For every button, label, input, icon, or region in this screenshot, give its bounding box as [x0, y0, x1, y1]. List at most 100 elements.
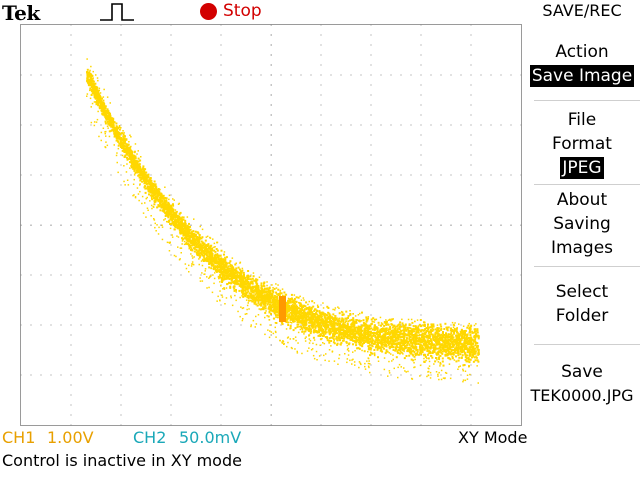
grid-dot: [70, 294, 72, 296]
trace-point: [150, 191, 152, 194]
grid-dot: [470, 154, 472, 156]
trace-point: [128, 147, 131, 149]
trace-point: [244, 282, 247, 285]
trace-point: [317, 334, 320, 337]
grid-dot: [260, 174, 262, 176]
trace-point: [291, 317, 294, 320]
grid-dot: [220, 204, 222, 206]
trace-point: [126, 145, 129, 148]
trace-point: [198, 254, 200, 257]
trace-point: [215, 254, 218, 257]
trace-point: [181, 231, 184, 234]
grid-dot: [50, 274, 52, 276]
trace-point: [268, 310, 271, 313]
grid-dot: [280, 224, 282, 226]
trace-point: [232, 275, 235, 278]
grid-dot: [500, 224, 502, 226]
trace-point: [324, 332, 327, 335]
grid-dot: [320, 354, 322, 356]
trace-point: [334, 316, 337, 319]
trace-point: [430, 345, 433, 348]
trace-point: [142, 165, 145, 168]
trace-point: [192, 230, 195, 233]
grid-dot: [300, 274, 302, 276]
trace-point: [370, 347, 373, 350]
grid-dot: [350, 74, 352, 76]
trace-point: [388, 342, 391, 345]
grid-dot: [440, 374, 442, 376]
trace-point: [360, 326, 363, 329]
grid-dot: [420, 294, 422, 296]
trace-point: [349, 332, 352, 335]
grid-dot: [430, 174, 432, 176]
trace-point: [399, 344, 402, 347]
grid-dot: [70, 224, 72, 226]
grid-dot: [450, 174, 452, 176]
grid-dot: [190, 274, 192, 276]
grid-dot: [490, 124, 492, 126]
trace-point: [124, 154, 127, 157]
grid-dot: [260, 374, 262, 376]
trace-point: [466, 334, 469, 337]
grid-dot: [80, 74, 82, 76]
trace-point: [159, 196, 162, 199]
grid-dot: [310, 374, 312, 376]
trace-point: [211, 249, 214, 252]
trace-point: [369, 330, 372, 333]
grid-dot: [470, 254, 472, 256]
trace-point: [428, 340, 431, 342]
trace-point: [292, 306, 295, 309]
trace-point: [380, 324, 382, 327]
grid-dot: [190, 74, 192, 76]
trace-point: [296, 318, 298, 321]
trace-point: [376, 341, 379, 344]
grid-dot: [120, 244, 122, 246]
trace-point: [313, 321, 316, 324]
trace-point: [183, 227, 186, 230]
grid-dot: [410, 124, 412, 126]
trace-point: [463, 338, 466, 340]
trace-point: [119, 144, 122, 146]
trace-point: [246, 287, 249, 290]
trace-point: [403, 338, 405, 340]
trace-point: [459, 345, 462, 348]
trace-point: [362, 339, 364, 342]
trace-point: [413, 339, 416, 342]
grid-dot: [350, 124, 352, 126]
trace-point: [369, 325, 372, 328]
grid-dot: [270, 174, 272, 176]
xy-trace: [86, 58, 480, 384]
trace-point: [219, 254, 222, 257]
grid-dot: [220, 334, 222, 336]
trace-point: [269, 295, 272, 298]
trace-point: [194, 235, 197, 238]
trace-point: [458, 342, 461, 344]
grid-dot: [60, 124, 62, 126]
trace-point: [146, 174, 149, 177]
trace-point: [342, 320, 345, 323]
grid-dot: [70, 24, 72, 26]
grid-dot: [220, 374, 222, 376]
trace-point: [104, 122, 107, 125]
trace-point: [235, 289, 237, 291]
grid-dot: [140, 74, 142, 76]
grid-dot: [70, 304, 72, 306]
grid-dot: [210, 174, 212, 176]
trace-point: [212, 263, 215, 266]
trace-point: [377, 321, 380, 324]
trace-point: [209, 252, 212, 255]
trace-point: [151, 194, 153, 197]
grid-dot: [360, 224, 362, 226]
grid-dot: [160, 274, 162, 276]
trace-point: [341, 325, 344, 328]
trace-point: [364, 327, 367, 329]
trace-point: [264, 302, 267, 305]
trace-point: [315, 316, 318, 319]
trace-point: [243, 283, 246, 286]
grid-dot: [390, 124, 392, 126]
grid-dot: [270, 34, 272, 36]
trace-point: [304, 319, 307, 322]
trace-point: [370, 318, 373, 321]
trace-point: [157, 200, 160, 203]
trace-point: [467, 324, 470, 327]
